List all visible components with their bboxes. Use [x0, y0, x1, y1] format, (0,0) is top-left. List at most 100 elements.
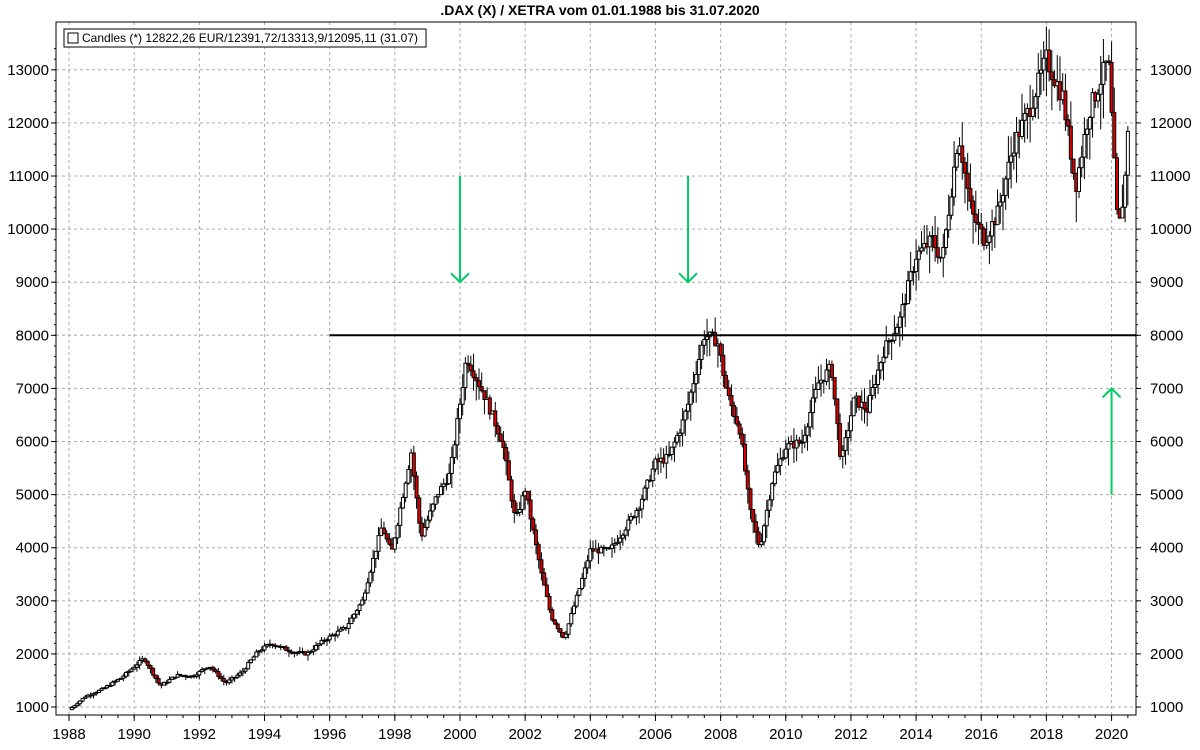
candle-down: [145, 660, 150, 666]
candle-up: [433, 496, 438, 505]
arrow-down-icon: [450, 176, 470, 284]
candle-up: [1095, 93, 1100, 102]
candle-up: [914, 258, 919, 273]
arrow-head: [1101, 386, 1122, 399]
y-tick-label-left: 7000: [16, 380, 49, 397]
candle-down: [935, 247, 940, 258]
candle-up: [772, 471, 777, 485]
candle-down: [737, 423, 742, 435]
candle-down: [713, 332, 718, 347]
candle-up: [577, 588, 582, 596]
x-tick-label: 2020: [1095, 726, 1128, 743]
candle-up: [376, 535, 381, 552]
candle-up: [430, 503, 435, 512]
candle-up: [618, 537, 623, 543]
candle-up: [946, 214, 951, 231]
candle-up: [802, 434, 807, 443]
candle-up: [816, 382, 821, 390]
candle-up: [778, 458, 783, 466]
candle-up: [824, 369, 829, 382]
candle-up: [118, 677, 123, 680]
candle-up: [314, 644, 319, 651]
y-tick-label-right: 8000: [1150, 327, 1183, 344]
candle-up: [1120, 206, 1125, 219]
candle-up: [984, 241, 989, 246]
candle-up: [642, 487, 647, 500]
candle-up: [357, 604, 362, 612]
candle-up: [113, 680, 118, 683]
candle-down: [539, 559, 544, 574]
candle-down: [476, 380, 481, 388]
candle-up: [941, 246, 946, 259]
candle-down: [512, 500, 517, 514]
x-tick-label: 2014: [899, 726, 932, 743]
candle-up: [75, 703, 80, 707]
candle-down: [468, 364, 473, 372]
candle-up: [767, 499, 772, 511]
candle-up: [588, 548, 593, 562]
candle-up: [88, 694, 93, 697]
candle-up: [873, 383, 878, 388]
candle-down: [466, 362, 471, 366]
candle-down: [219, 676, 224, 679]
candle-up: [623, 529, 628, 536]
x-tick-label: 2008: [704, 726, 737, 743]
candle-up: [800, 441, 805, 444]
candle-up: [626, 519, 631, 531]
x-tick-label: 2002: [508, 726, 541, 743]
candle-down: [721, 354, 726, 377]
y-tick-label-left: 4000: [16, 540, 49, 557]
candle-up: [610, 544, 615, 549]
candle-up: [881, 356, 886, 364]
candle-up: [1003, 178, 1008, 196]
candle-up: [259, 649, 264, 652]
candle-up: [403, 482, 408, 498]
candle-up: [943, 229, 948, 248]
candle-up: [563, 633, 568, 638]
candle-up: [764, 509, 769, 527]
legend: Candles (*) 12822,26 EUR/12391,72/13313,…: [63, 28, 427, 48]
candle-up: [107, 685, 112, 688]
candle-down: [726, 387, 731, 396]
candle-up: [998, 201, 1003, 207]
candle-down: [528, 499, 533, 520]
y-tick-label-right: 13000: [1150, 62, 1192, 79]
candle-down: [151, 668, 156, 676]
y-tick-label-left: 9000: [16, 274, 49, 291]
candle-down: [829, 363, 834, 378]
candle-down: [550, 609, 555, 621]
candle-up: [582, 567, 587, 579]
candle-down: [835, 398, 840, 425]
candle-up: [129, 668, 134, 672]
candle-up: [1090, 92, 1095, 118]
candle-down: [534, 529, 538, 546]
y-tick-label-left: 6000: [16, 434, 49, 451]
candle-up: [1030, 107, 1035, 117]
candle-up: [696, 358, 701, 376]
candle-down: [153, 674, 158, 680]
candle-up: [463, 362, 468, 389]
candle-up: [843, 437, 848, 451]
candle-up: [438, 486, 443, 496]
candle-up: [373, 550, 378, 559]
candle-up: [574, 594, 579, 607]
candle-up: [1125, 130, 1130, 176]
candle-up: [813, 388, 818, 399]
candle-up: [254, 651, 259, 658]
candle-down: [756, 531, 761, 546]
candle-up: [229, 677, 234, 681]
candle-up: [620, 534, 625, 539]
x-tick-label: 2012: [834, 726, 867, 743]
candle-down: [384, 533, 389, 540]
candle-up: [392, 537, 397, 550]
candle-down: [734, 416, 739, 425]
candle-up: [908, 271, 913, 282]
y-tick-label-right: 10000: [1150, 221, 1192, 238]
x-tick-label: 1996: [313, 726, 346, 743]
arrow-down-icon: [678, 176, 698, 284]
candle-down: [542, 572, 547, 586]
candle-up: [846, 430, 851, 439]
y-tick-label-left: 8000: [16, 327, 49, 344]
candle-down: [544, 584, 549, 597]
candle-up: [72, 705, 77, 708]
